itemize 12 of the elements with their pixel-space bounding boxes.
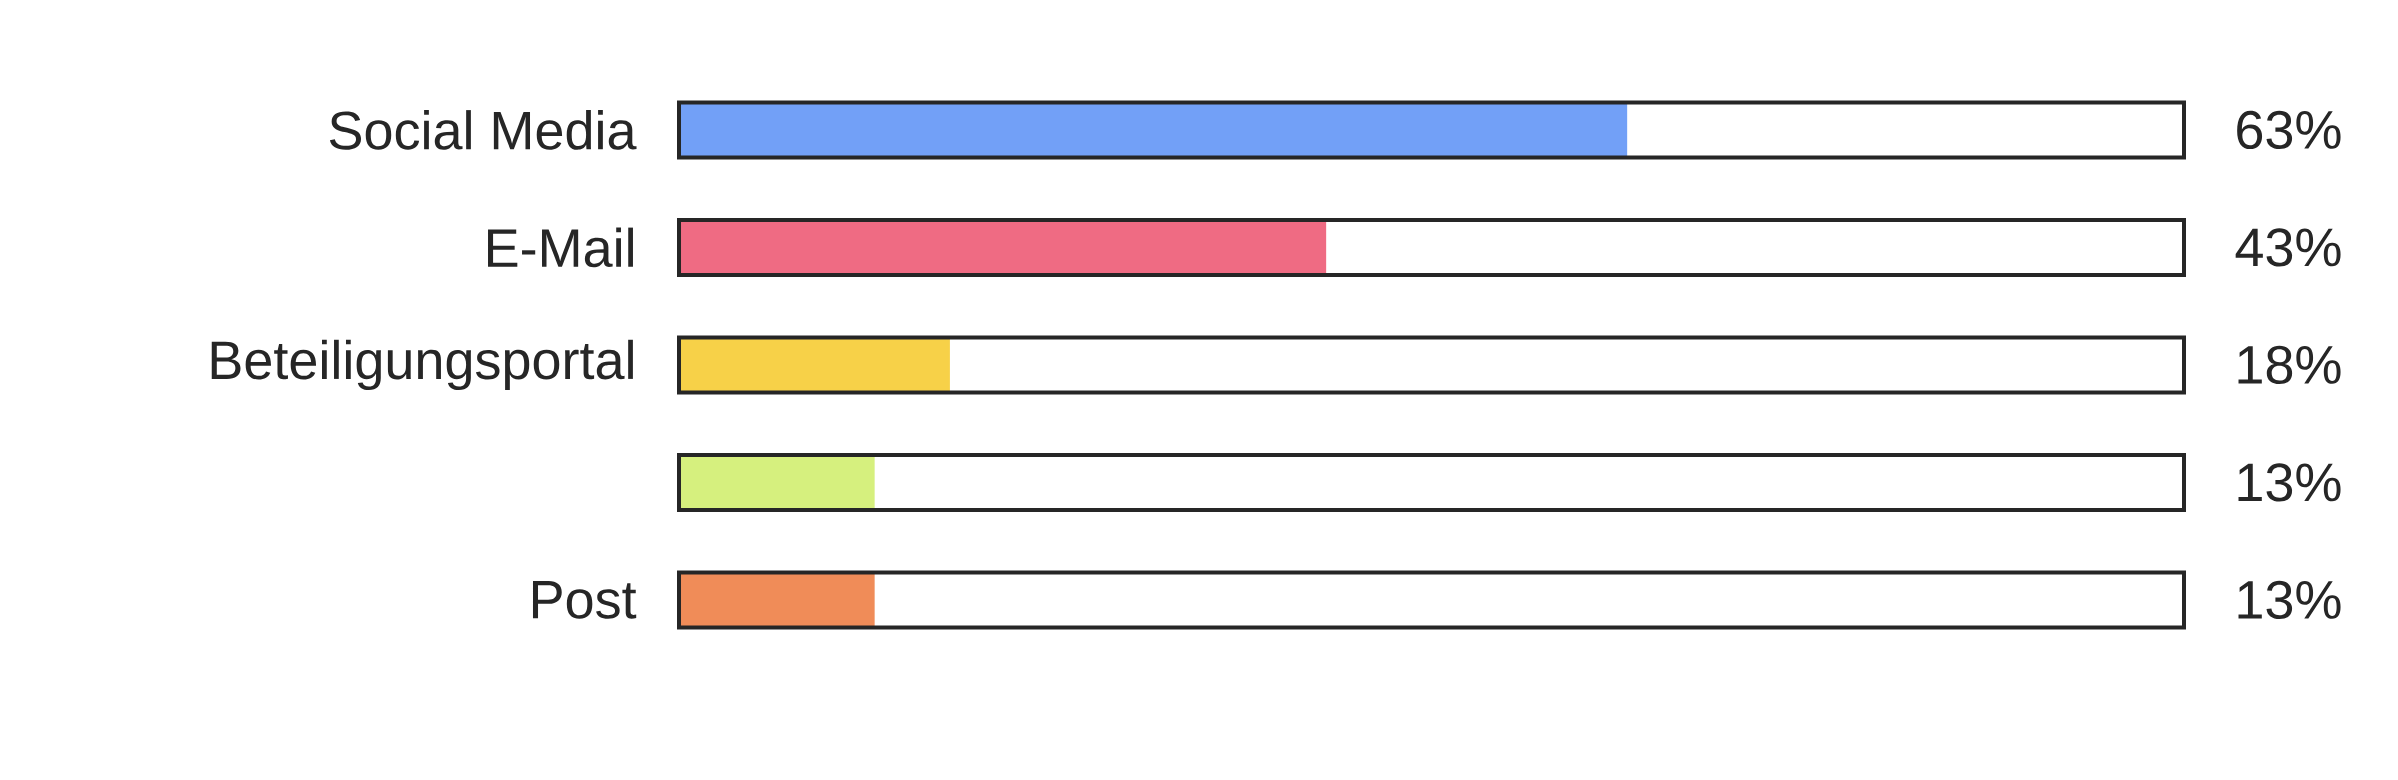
data-label: 13% xyxy=(2238,463,2341,502)
y-tick-label: E-Mail xyxy=(488,227,633,268)
bar xyxy=(679,572,875,628)
data-label: 13% xyxy=(2238,580,2341,620)
bar xyxy=(679,454,875,510)
data-label: 18% xyxy=(2238,345,2341,385)
y-tick-label: Social Media xyxy=(329,110,637,150)
bar xyxy=(679,337,950,393)
y-tick-label: Post xyxy=(532,581,637,619)
y-tick-label: Beteiligungsportal xyxy=(211,339,633,391)
data-label: 43% xyxy=(2235,228,2341,267)
data-label: 63% xyxy=(2237,110,2341,150)
